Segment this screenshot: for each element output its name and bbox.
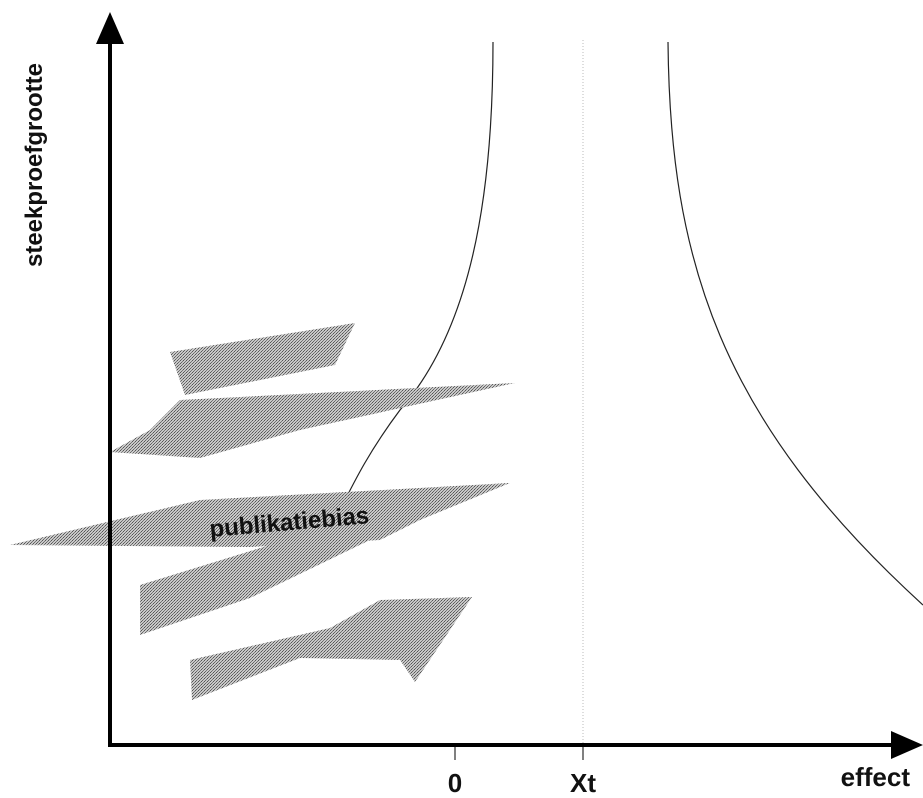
funnel-right-curve xyxy=(667,41,923,606)
funnel-left-curve xyxy=(339,41,494,511)
x-axis-label: effect xyxy=(841,762,911,792)
x-tick-label: Xt xyxy=(570,768,596,798)
y-axis-label: steekproefgrootte xyxy=(21,63,48,267)
y-axis-arrow xyxy=(96,12,124,44)
bias-shape xyxy=(10,323,515,700)
x-axis-arrow xyxy=(891,731,923,759)
x-tick-label: 0 xyxy=(448,768,462,798)
